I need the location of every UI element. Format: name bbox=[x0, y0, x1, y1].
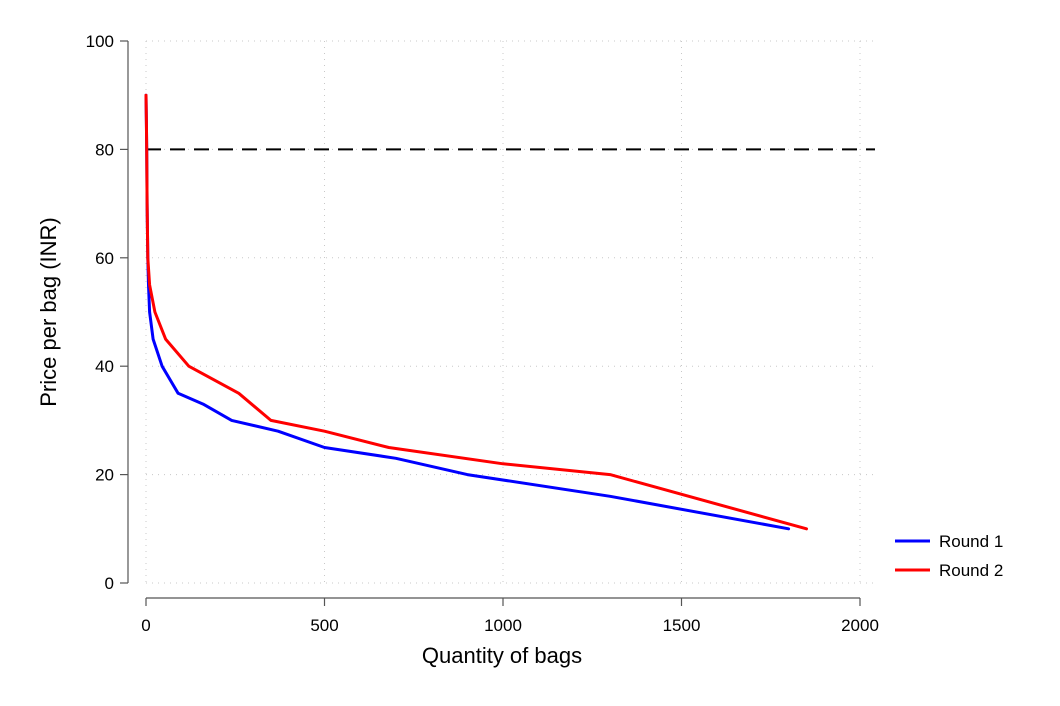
y-tick-label-1: 20 bbox=[95, 466, 114, 485]
y-tick-label-2: 40 bbox=[95, 357, 114, 376]
series-line-round-1 bbox=[144, 93, 791, 531]
legend-label-round-2: Round 2 bbox=[939, 561, 1003, 580]
axes bbox=[120, 40, 861, 606]
x-tick-label-4: 2000 bbox=[841, 616, 879, 635]
x-axis-title: Quantity of bags bbox=[422, 643, 582, 668]
y-tick-label-3: 60 bbox=[95, 249, 114, 268]
x-tick-label-3: 1500 bbox=[663, 616, 701, 635]
x-tick-label-0: 0 bbox=[141, 616, 150, 635]
x-tick-label-2: 1000 bbox=[484, 616, 522, 635]
legend-item-round-2: Round 2 bbox=[895, 561, 1003, 580]
y-tick-label-5: 100 bbox=[86, 32, 114, 51]
y-tick-label-4: 80 bbox=[95, 140, 114, 159]
legend-item-round-1: Round 1 bbox=[895, 532, 1003, 551]
x-tick-label-1: 500 bbox=[310, 616, 338, 635]
legend-label-round-1: Round 1 bbox=[939, 532, 1003, 551]
y-tick-label-0: 0 bbox=[105, 574, 114, 593]
series-lines bbox=[144, 93, 808, 531]
legend: Round 1 Round 2 bbox=[895, 532, 1003, 580]
grid bbox=[145, 40, 875, 584]
series-line-round-2 bbox=[144, 93, 808, 531]
y-axis-title: Price per bag (INR) bbox=[36, 217, 61, 407]
